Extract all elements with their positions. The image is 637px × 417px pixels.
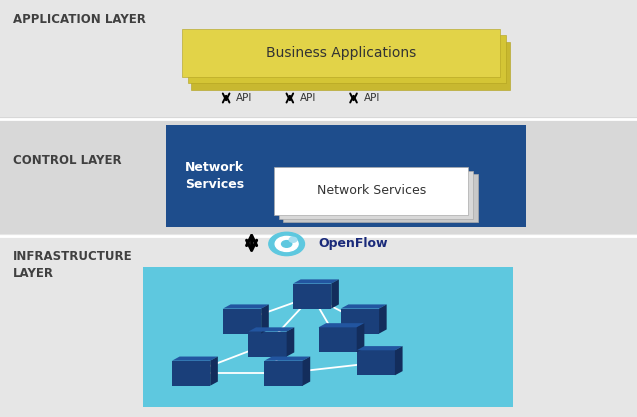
Polygon shape [341, 304, 387, 309]
Bar [293, 284, 331, 309]
Polygon shape [261, 304, 269, 334]
Text: APPLICATION LAYER: APPLICATION LAYER [13, 13, 146, 25]
Text: API: API [364, 93, 380, 103]
Bar [248, 332, 287, 357]
FancyBboxPatch shape [166, 125, 526, 227]
Circle shape [275, 236, 298, 251]
Text: Business Applications: Business Applications [266, 46, 416, 60]
Text: OpenFlow: OpenFlow [318, 237, 388, 251]
Polygon shape [379, 304, 387, 334]
Polygon shape [264, 357, 310, 361]
Polygon shape [303, 357, 310, 386]
FancyBboxPatch shape [274, 167, 468, 215]
FancyBboxPatch shape [188, 35, 506, 83]
FancyBboxPatch shape [143, 267, 513, 407]
FancyBboxPatch shape [283, 174, 478, 222]
Circle shape [269, 232, 304, 256]
Polygon shape [318, 323, 364, 327]
Text: API: API [300, 93, 317, 103]
Text: INFRASTRUCTURE
LAYER: INFRASTRUCTURE LAYER [13, 250, 132, 280]
Bar [318, 327, 357, 352]
Polygon shape [248, 327, 294, 332]
Circle shape [289, 237, 297, 242]
FancyBboxPatch shape [182, 29, 500, 77]
Bar [0, 0, 637, 117]
Text: API: API [236, 93, 253, 103]
Polygon shape [223, 304, 269, 309]
Polygon shape [357, 346, 403, 350]
Text: Network Services: Network Services [317, 184, 426, 198]
Polygon shape [293, 279, 339, 284]
Polygon shape [395, 346, 403, 375]
Polygon shape [210, 357, 218, 386]
Bar [341, 309, 379, 334]
Text: Network
Services: Network Services [185, 161, 244, 191]
Bar [223, 309, 261, 334]
Bar [264, 361, 303, 386]
Text: CONTROL LAYER: CONTROL LAYER [13, 154, 122, 167]
Polygon shape [172, 357, 218, 361]
Bar [357, 350, 395, 375]
Bar [0, 117, 637, 234]
FancyBboxPatch shape [279, 171, 473, 219]
Polygon shape [287, 327, 294, 357]
Bar [172, 361, 210, 386]
Polygon shape [357, 323, 364, 352]
Polygon shape [331, 279, 339, 309]
FancyBboxPatch shape [191, 42, 510, 90]
Circle shape [282, 241, 292, 247]
Bar [0, 242, 637, 417]
